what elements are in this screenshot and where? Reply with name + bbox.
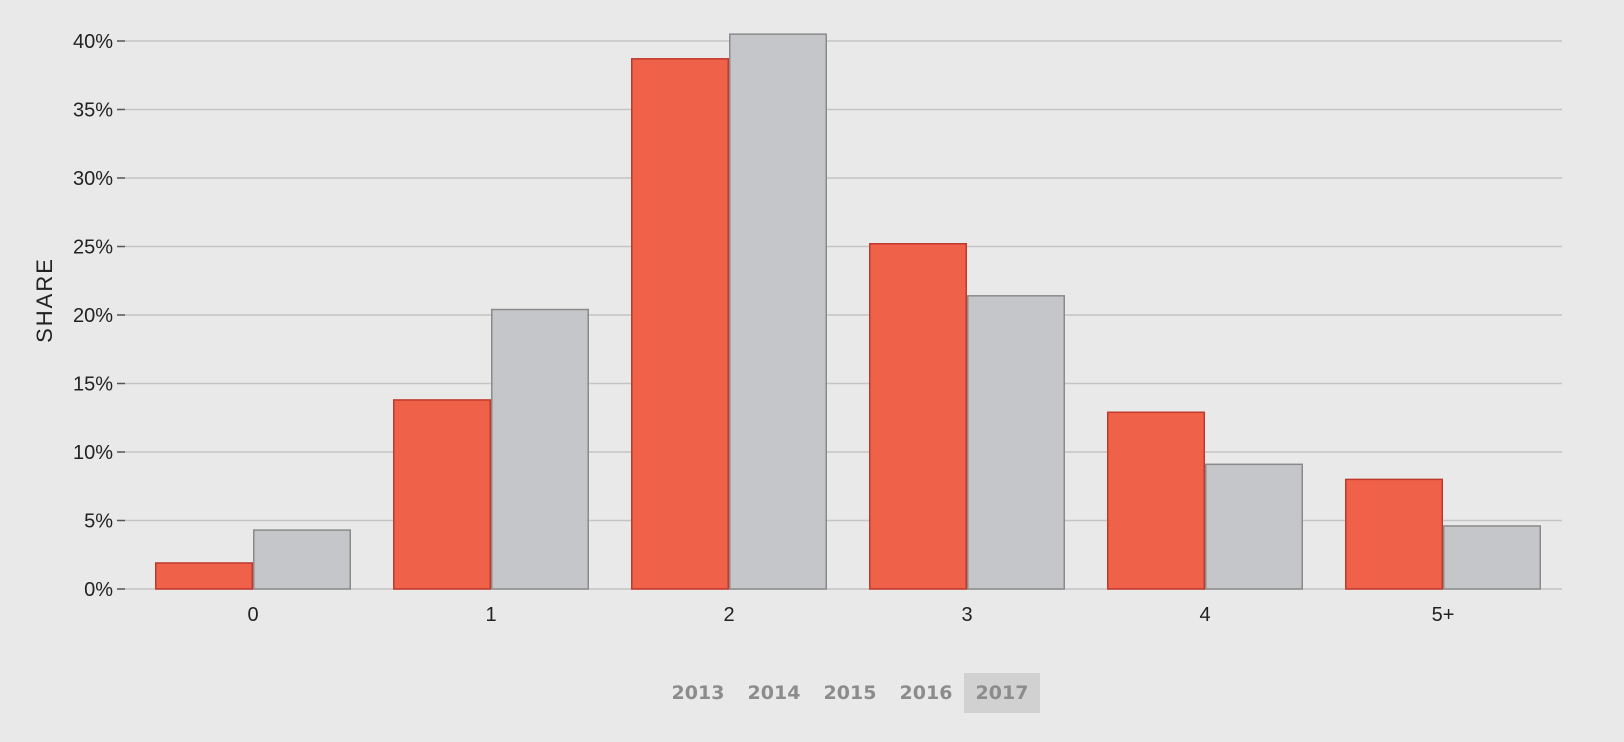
bar-series-2-0[interactable] — [253, 529, 351, 590]
x-tick-label: 4 — [1199, 604, 1210, 626]
y-tick-label: 40% — [73, 31, 113, 53]
grid-lines — [125, 40, 1562, 590]
bar-series-1-2[interactable] — [631, 58, 729, 590]
y-tick-label: 10% — [73, 442, 113, 464]
x-tick-label: 5+ — [1432, 604, 1455, 626]
year-tab-2016[interactable]: 2016 — [899, 682, 953, 704]
x-tick-label: 1 — [485, 604, 496, 626]
bar-series-1-4[interactable] — [1107, 411, 1205, 590]
y-axis-ticks: 0% 5% 10% 15% 20% 25% 30% 35% 40% — [73, 31, 125, 601]
bar-series-2-1[interactable] — [491, 308, 589, 590]
x-axis-ticks: 0 1 2 3 4 5+ — [247, 604, 1454, 626]
x-tick-label: 0 — [247, 604, 258, 626]
bar-series-1-0[interactable] — [155, 562, 253, 590]
bar-series-2-4[interactable] — [1205, 463, 1303, 590]
year-selector: 2013 2014 2015 2016 2017 — [660, 673, 1040, 713]
x-tick-label: 3 — [961, 604, 972, 626]
y-tick-label: 0% — [84, 579, 113, 601]
year-tab-2014[interactable]: 2014 — [747, 682, 801, 704]
year-tab-2017[interactable]: 2017 — [964, 673, 1040, 713]
bar-series-1-5+[interactable] — [1345, 478, 1443, 590]
bar-series-2-5+[interactable] — [1443, 525, 1541, 590]
y-tick-label: 30% — [73, 168, 113, 190]
bar-series-1-3[interactable] — [869, 243, 967, 590]
y-tick-label: 35% — [73, 100, 113, 122]
bar-series — [155, 33, 1541, 590]
year-tab-2013[interactable]: 2013 — [671, 682, 725, 704]
x-tick-label: 2 — [723, 604, 734, 626]
bar-series-1-1[interactable] — [393, 399, 491, 590]
y-tick-label: 25% — [73, 237, 113, 259]
bar-series-2-3[interactable] — [967, 295, 1065, 590]
year-tab-2015[interactable]: 2015 — [823, 682, 877, 704]
y-tick-label: 15% — [73, 374, 113, 396]
bar-series-2-2[interactable] — [729, 33, 827, 590]
y-tick-label: 20% — [73, 305, 113, 327]
y-tick-label: 5% — [84, 511, 113, 533]
y-axis-title: SHARE — [32, 257, 57, 343]
